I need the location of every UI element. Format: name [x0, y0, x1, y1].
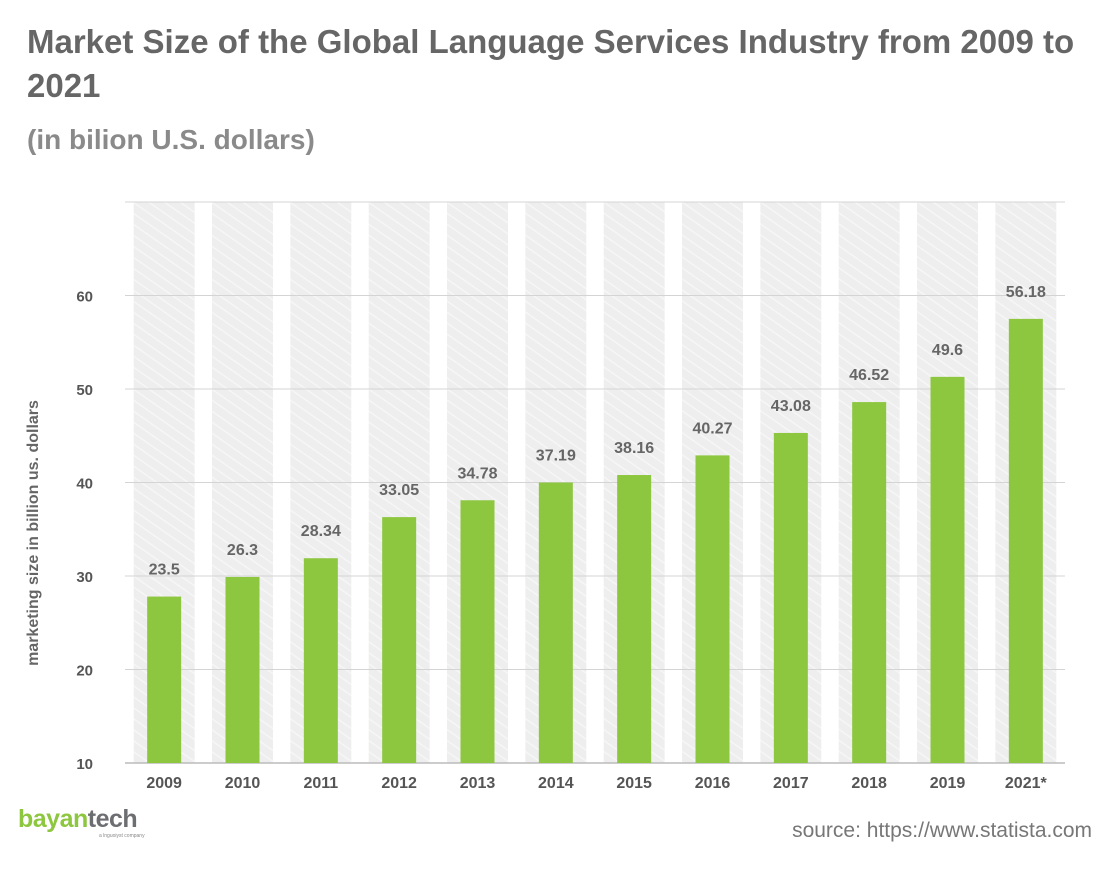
chart-title: Market Size of the Global Language Servi…: [27, 23, 1075, 104]
x-tick-label: 2017: [773, 775, 809, 792]
bar: [617, 475, 652, 763]
bar: [773, 432, 808, 763]
brand-tagline: a lnguoiyst company: [99, 833, 145, 839]
data-label: 46.52: [849, 367, 889, 384]
bar: [225, 576, 260, 763]
bars: [147, 318, 1043, 763]
data-label: 34.78: [457, 465, 497, 482]
bar: [382, 517, 417, 763]
bar: [852, 402, 887, 763]
y-tick-label: 20: [76, 663, 93, 680]
chart-subtitle: (in bilion U.S. dollars): [27, 124, 315, 155]
data-label: 23.5: [149, 562, 180, 579]
y-axis-ticks: 10 20 30 40 50 60: [76, 289, 93, 774]
data-label: 38.16: [614, 440, 654, 457]
bar: [930, 376, 965, 763]
x-tick-label: 2012: [381, 775, 417, 792]
bar: [538, 482, 573, 763]
data-label: 43.08: [771, 398, 811, 415]
y-tick-label: 10: [76, 756, 93, 773]
bar: [460, 500, 495, 763]
x-tick-label: 2011: [303, 775, 338, 792]
bar: [147, 596, 182, 763]
data-label: 56.18: [1006, 284, 1046, 301]
x-tick-label: 2016: [695, 775, 731, 792]
brand-name-part2: tech: [87, 805, 138, 833]
bar: [303, 558, 338, 763]
gridlines: [125, 201, 1065, 764]
x-tick-label: 2018: [851, 775, 887, 792]
data-label: 28.34: [301, 523, 341, 540]
data-label: 37.19: [536, 448, 576, 465]
x-tick-label: 2015: [616, 775, 652, 792]
data-label: 33.05: [379, 482, 419, 499]
bar: [1008, 318, 1043, 763]
x-tick-label: 2010: [225, 775, 261, 792]
x-tick-label: 2021*: [1005, 775, 1048, 792]
x-tick-label: 2014: [538, 775, 574, 792]
brand-name-part1: bayan: [18, 805, 88, 833]
source-note: source: https://www.statista.com: [792, 819, 1092, 842]
y-tick-label: 30: [76, 569, 93, 586]
x-tick-label: 2019: [930, 775, 966, 792]
data-label: 49.6: [932, 342, 963, 359]
data-label: 26.3: [227, 542, 258, 559]
x-axis-ticks: 2009 2010 2011 2012 2013 2014 2015 2016 2017 2018…: [146, 775, 1047, 792]
data-labels: 23.5 26.3 28.34 33.05 34.78 37.19 38.16 40.27 43…: [149, 284, 1046, 579]
x-tick-label: 2013: [460, 775, 496, 792]
x-tick-label: 2009: [146, 775, 182, 792]
y-axis-label: marketing size in billion us. dollars: [25, 400, 42, 666]
y-tick-label: 50: [76, 382, 93, 399]
brand-logo: bayantech: [18, 805, 138, 834]
bar: [695, 455, 730, 763]
y-tick-label: 40: [76, 476, 93, 493]
y-tick-label: 60: [76, 289, 93, 306]
data-label: 40.27: [692, 420, 732, 437]
